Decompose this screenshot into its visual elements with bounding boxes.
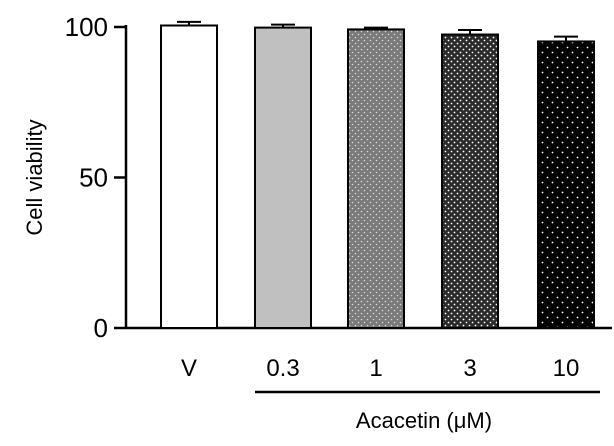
bar-10	[537, 40, 595, 329]
x-tick-label: 0.3	[266, 355, 299, 382]
y-tick-label: 50	[79, 163, 108, 193]
bar-3	[441, 33, 499, 330]
y-tick-label: 100	[65, 12, 108, 42]
bars	[160, 20, 595, 330]
x-tick-label: 3	[463, 355, 476, 382]
x-tick-label: 1	[369, 355, 382, 382]
x-group-label: Acacetin (μM)	[356, 408, 492, 433]
labels: 0 50 100 Cell viability V 0.3 1 3 10 Acacetin (μM…	[22, 12, 579, 433]
bar-V	[160, 24, 218, 330]
x-tick-label: V	[181, 355, 197, 382]
x-tick-label: 10	[553, 355, 580, 382]
y-axis-label: Cell viability	[22, 119, 47, 235]
bar-1	[347, 28, 405, 330]
bar-0.3	[254, 26, 312, 330]
y-tick-label: 0	[94, 313, 108, 343]
